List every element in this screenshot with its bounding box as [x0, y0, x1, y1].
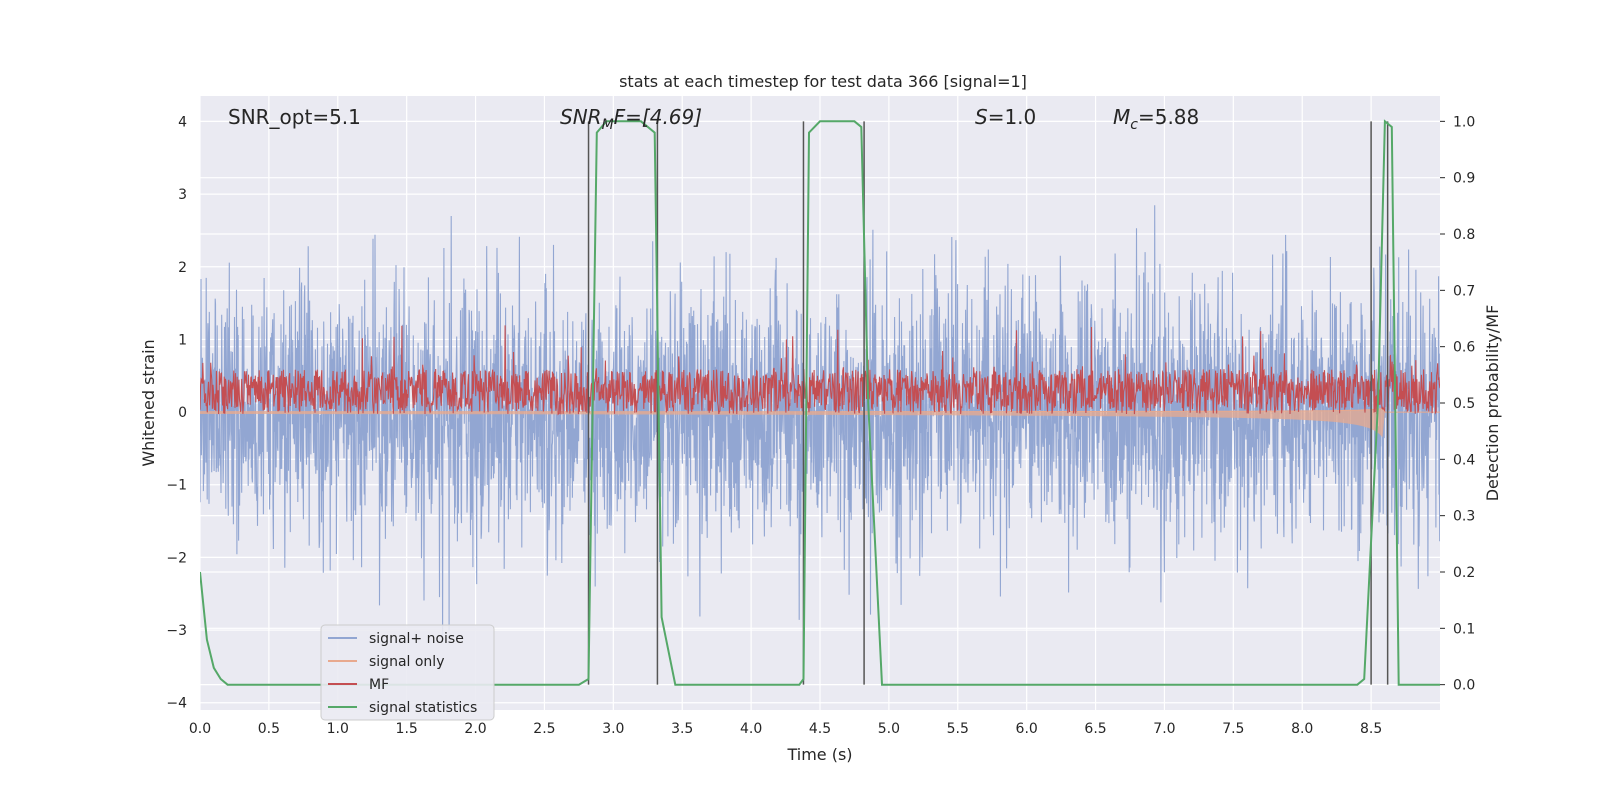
x-tick-label-14: 7.0: [1153, 721, 1175, 737]
legend-label-mf: MF: [369, 677, 389, 693]
y-right-tick-label-6: 0.4: [1453, 452, 1475, 468]
annotation-snr-mf-base: SNR: [560, 105, 602, 129]
annotation-mc-tail: =5.88: [1138, 105, 1199, 129]
y-right-tick-label-7: 0.3: [1453, 509, 1475, 525]
y-left-tick-label-5: −1: [166, 478, 187, 494]
x-tick-label-7: 3.5: [671, 721, 693, 737]
x-tick-label-9: 4.5: [809, 721, 831, 737]
series-mf-line: [200, 325, 1440, 416]
legend-label-signal-only: signal only: [369, 654, 444, 670]
y-right-tick-label-9: 0.1: [1453, 621, 1475, 637]
annotation-s: S=1.0: [975, 105, 1036, 129]
annotation-mc-base: M: [1113, 105, 1130, 129]
y-right-tick-label-0: 1.0: [1453, 114, 1475, 130]
y-axis-left-label: Whitened strain: [139, 339, 158, 466]
y-right-tick-label-10: 0.0: [1453, 678, 1475, 694]
y-right-tick-label-4: 0.6: [1453, 340, 1475, 356]
x-tick-label-6: 3.0: [602, 721, 624, 737]
y-left-tick-label-6: −2: [166, 550, 187, 566]
x-tick-label-1: 0.5: [258, 721, 280, 737]
x-tick-label-0: 0.0: [189, 721, 211, 737]
annotation-s-base: S: [975, 105, 988, 129]
y-right-tick-label-5: 0.5: [1453, 396, 1475, 412]
annotation-snr-mf: SNRMF=[4.69]: [560, 105, 702, 133]
series-signal-only-line: [200, 407, 1440, 413]
chart-title: stats at each timestep for test data 366…: [619, 72, 1027, 91]
annotation-mc-sub: c: [1130, 117, 1138, 133]
series-signal-only-band: [200, 408, 1385, 438]
x-tick-label-4: 2.0: [464, 721, 486, 737]
y-right-tick-label-8: 0.2: [1453, 565, 1475, 581]
y-axis-right-label: Detection probability/MF: [1483, 305, 1502, 502]
legend-label-signal-statistics: signal statistics: [369, 700, 477, 716]
x-axis-ticks: 0.0 0.5 1.0 1.5 2.0 2.5 3.0 3.5 4.0 4.5 5.0 5.5 6.0 6…: [189, 721, 1382, 737]
y-left-tick-label-4: 0: [178, 405, 187, 421]
x-tick-label-2: 1.0: [327, 721, 349, 737]
x-tick-label-8: 4.0: [740, 721, 762, 737]
y-right-tick-label-2: 0.8: [1453, 227, 1475, 243]
x-tick-label-12: 6.0: [1016, 721, 1038, 737]
y-axis-right-ticks: 1.0 0.9 0.8 0.7 0.6 0.5 0.4 0.3 0.2 0.1 0.0: [1440, 114, 1475, 694]
y-axis-left-ticks: 4 3 2 1 0 −1 −2 −3 −4: [166, 114, 187, 711]
series-signal-noise-line: [200, 205, 1440, 643]
y-left-tick-label-1: 3: [178, 187, 187, 203]
legend-box: [320, 624, 495, 721]
x-tick-label-16: 8.0: [1291, 721, 1313, 737]
x-tick-label-15: 7.5: [1222, 721, 1244, 737]
annotation-snr-opt: SNR_opt=5.1: [228, 105, 361, 129]
y-right-tick-label-1: 0.9: [1453, 171, 1475, 187]
annotation-snr-mf-sub: M: [602, 117, 614, 133]
annotation-mc: Mc=5.88: [1113, 105, 1199, 133]
grid-lines: [199, 96, 1440, 710]
x-tick-label-17: 8.5: [1360, 721, 1382, 737]
x-tick-label-5: 2.5: [533, 721, 555, 737]
y-left-tick-label-8: −4: [166, 696, 187, 712]
y-right-tick-label-3: 0.7: [1453, 283, 1475, 299]
legend-label-signal-noise: signal+ noise: [369, 631, 464, 647]
x-tick-label-10: 5.0: [878, 721, 900, 737]
x-axis-label: Time (s): [786, 745, 852, 764]
x-tick-label-13: 6.5: [1084, 721, 1106, 737]
legend: signal+ noise signal only MF signal stat…: [320, 624, 495, 721]
y-left-tick-label-3: 1: [178, 332, 187, 348]
x-tick-label-11: 5.5: [947, 721, 969, 737]
annotation-snr-mf-tail: F=[4.69]: [614, 105, 702, 129]
annotation-s-tail: =1.0: [988, 105, 1037, 129]
y-left-tick-label-2: 2: [178, 260, 187, 276]
x-tick-label-3: 1.5: [396, 721, 418, 737]
y-left-tick-label-7: −3: [166, 623, 187, 639]
y-left-tick-label-0: 4: [178, 114, 187, 130]
